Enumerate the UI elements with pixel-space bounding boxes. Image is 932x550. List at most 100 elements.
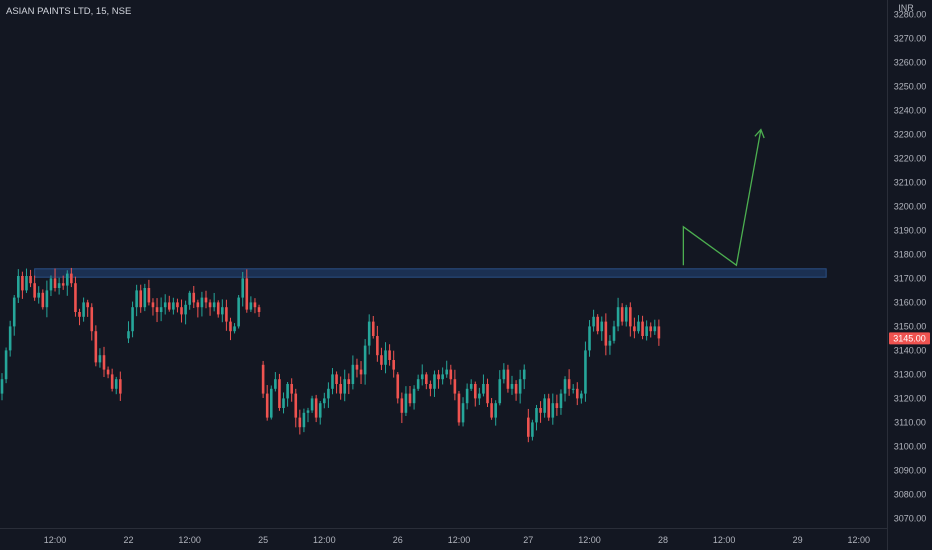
candle [208, 299, 212, 316]
candle-body [143, 288, 147, 308]
candle [359, 361, 363, 385]
candle [323, 392, 326, 409]
y-tick-label: 3080.00 [894, 489, 927, 499]
candle-body [657, 326, 661, 339]
candle [596, 314, 599, 335]
candle-body [486, 384, 489, 404]
candle-body [649, 326, 653, 332]
candle [506, 364, 510, 393]
candle [37, 286, 41, 304]
candle-body [257, 307, 261, 312]
candle-body [584, 350, 587, 394]
candle [445, 360, 449, 378]
candle-body [17, 276, 20, 298]
y-tick-label: 3090.00 [894, 465, 927, 475]
candle [90, 303, 94, 341]
candle-body [245, 278, 249, 310]
last-price-label: 3145.00 [893, 333, 926, 343]
candle [347, 373, 351, 395]
candle [453, 369, 457, 401]
candle-body [139, 290, 143, 308]
candle-body [437, 374, 440, 380]
candle-body [575, 388, 579, 399]
candle-body [70, 273, 73, 284]
candle-body [494, 403, 497, 418]
candle-body [167, 302, 171, 310]
candle-body [114, 379, 118, 389]
candle [465, 383, 469, 410]
candle-body [90, 307, 94, 332]
candle-body [49, 278, 53, 291]
candle [469, 379, 473, 391]
candle [392, 350, 395, 378]
candle-body [396, 374, 400, 399]
candle-body [510, 384, 514, 389]
candle-body [641, 321, 644, 336]
candle-body [490, 403, 493, 418]
candle [580, 390, 583, 404]
x-tick-label: 12:00 [578, 535, 601, 545]
candle-body [429, 384, 432, 389]
candle-body [25, 276, 28, 291]
candle-body [592, 316, 595, 327]
time-axis[interactable]: 12:00 22 12:00 25 12:00 26 12:00 27 12:00 28 12:00… [44, 535, 870, 545]
candle-body [310, 398, 314, 411]
candle-body [82, 302, 85, 317]
candle-body [135, 290, 138, 308]
candle [180, 299, 183, 323]
candle-body [620, 307, 624, 322]
candle-body [580, 393, 583, 399]
candle-body [547, 398, 551, 418]
candle [61, 275, 65, 290]
candle [278, 373, 281, 411]
candle [192, 285, 196, 309]
candle [45, 280, 49, 318]
candle-body [290, 384, 293, 394]
candle [74, 276, 77, 317]
resistance-zone [34, 268, 827, 278]
candle-body [151, 302, 155, 308]
candle [310, 395, 314, 413]
projection-arrow-line [682, 129, 762, 267]
candle [53, 268, 57, 292]
candle-body [331, 374, 334, 389]
candle [188, 290, 191, 310]
candle [510, 375, 514, 395]
candle-body [543, 398, 546, 413]
candle-body [416, 379, 420, 389]
candle-body [37, 292, 41, 298]
candle-body [221, 307, 224, 315]
candle-body [535, 408, 538, 423]
candle-body [4, 350, 8, 380]
candle [49, 275, 53, 297]
candle [420, 364, 424, 386]
price-axis[interactable]: 3280.00 3270.00 3260.00 3250.00 3240.00 3230.… [894, 9, 927, 523]
candle-body [159, 307, 163, 312]
y-tick-label: 3200.00 [894, 201, 927, 211]
candle [380, 347, 383, 371]
candle-body [633, 326, 636, 332]
candle [261, 360, 265, 399]
candle-body [604, 321, 608, 346]
candle-body [355, 364, 359, 370]
candle-body [596, 316, 599, 332]
y-tick-label: 3070.00 [894, 513, 927, 523]
candle [176, 298, 179, 313]
symbol-title: ASIAN PAINTS LTD, 15, NSE [6, 6, 131, 17]
candle-body [147, 288, 151, 303]
candle-body [457, 393, 461, 423]
candle [110, 368, 114, 392]
candle-body [637, 321, 640, 332]
candle [412, 385, 416, 410]
candle-body [78, 312, 81, 317]
candle-body [408, 393, 412, 404]
candle-body [86, 302, 89, 308]
candle [425, 372, 428, 390]
candle [25, 268, 28, 293]
candle-body [482, 384, 485, 394]
candle-body [359, 369, 363, 375]
candle [616, 297, 620, 332]
y-tick-label: 3240.00 [894, 105, 927, 115]
